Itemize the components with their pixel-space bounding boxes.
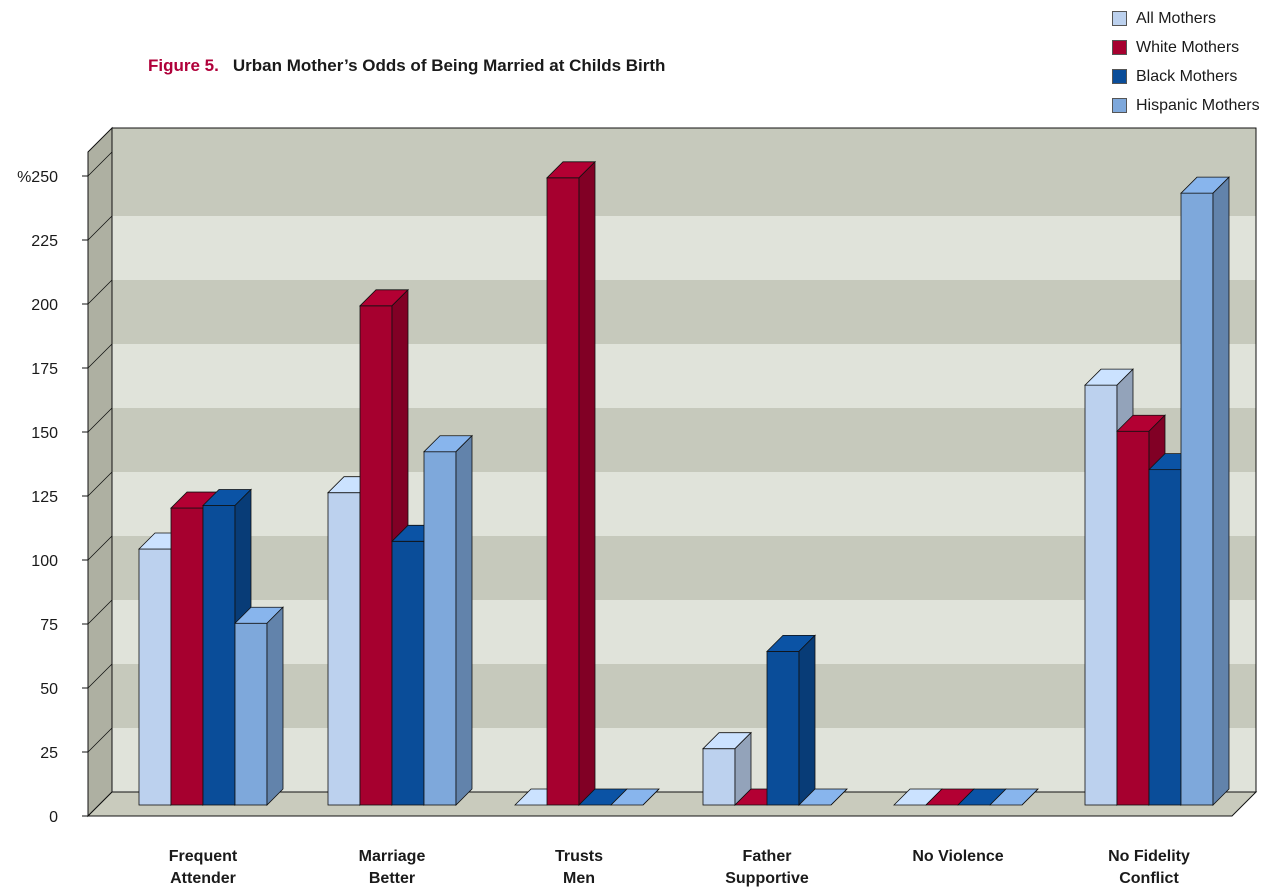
bar-front (234, 622, 268, 806)
y-tick-label: 125 (31, 489, 58, 506)
side-gridline (87, 151, 113, 177)
bar-front (546, 177, 580, 806)
x-category-label: Men (563, 870, 595, 887)
back-wall-top (112, 128, 1256, 152)
bar-side (266, 606, 284, 806)
bar-side (455, 434, 473, 806)
bar-side (642, 788, 660, 806)
bar-side (1212, 176, 1230, 806)
x-category-label: No Fidelity (1108, 848, 1190, 865)
legend: All Mothers White Mothers Black Mothers … (1112, 4, 1260, 120)
back-wall-band (112, 152, 1256, 216)
side-gridline (87, 279, 113, 305)
bar-front (702, 748, 736, 806)
x-category-label: Better (369, 870, 415, 887)
figure-number: Figure 5. (148, 56, 219, 75)
legend-swatch-white-mothers (1112, 40, 1127, 55)
bar-front (391, 540, 425, 806)
side-gridline (87, 663, 113, 689)
bar-front (1148, 469, 1182, 806)
x-category-label: Marriage (359, 848, 426, 865)
bar-front (138, 548, 172, 806)
x-category-label: Frequent (169, 848, 238, 865)
side-gridline (87, 407, 113, 433)
bar-front (327, 492, 361, 806)
back-wall-band (112, 536, 1256, 600)
y-tick-label: %250 (17, 169, 58, 186)
bar-front (423, 451, 457, 806)
legend-label-black-mothers: Black Mothers (1136, 67, 1238, 85)
legend-label-all-mothers: All Mothers (1136, 9, 1217, 27)
bar-front (766, 651, 800, 806)
y-tick-label: 25 (40, 745, 58, 762)
bar-front (359, 305, 393, 806)
back-wall-band (112, 280, 1256, 344)
side-gridline (87, 215, 113, 241)
bar-side (798, 634, 816, 806)
bar-side (578, 160, 596, 806)
back-wall-band (112, 728, 1256, 792)
side-gridline (87, 471, 113, 497)
back-wall-band (112, 472, 1256, 536)
figure-title: Urban Mother’s Odds of Being Married at … (232, 56, 666, 75)
bar-front (1116, 430, 1150, 806)
y-tick-label: 50 (40, 681, 58, 698)
x-category-label: Father (743, 848, 792, 865)
y-tick-label: 150 (31, 425, 58, 442)
back-wall-band (112, 216, 1256, 280)
bar-front (1084, 384, 1118, 806)
legend-swatch-hispanic-mothers (1112, 98, 1127, 113)
x-category-label: No Violence (912, 848, 1003, 865)
x-category-label: Attender (170, 870, 236, 887)
bar-front (1180, 192, 1214, 806)
legend-item-hispanic-mothers: Hispanic Mothers (1112, 91, 1260, 120)
back-wall-band (112, 664, 1256, 728)
side-gridline (87, 535, 113, 561)
back-wall-band (112, 344, 1256, 408)
chart-title: Figure 5. Urban Mother’s Odds of Being Ma… (148, 56, 665, 76)
legend-item-black-mothers: Black Mothers (1112, 62, 1260, 91)
legend-label-white-mothers: White Mothers (1136, 38, 1240, 56)
y-tick-label: 175 (31, 361, 58, 378)
legend-item-all-mothers: All Mothers (1112, 4, 1260, 33)
x-category-label: Conflict (1119, 870, 1179, 887)
side-wall (87, 126, 113, 818)
y-tick-label: 225 (31, 233, 58, 250)
x-category-label: Supportive (725, 870, 809, 887)
back-wall-band (112, 600, 1256, 664)
side-gridline (87, 343, 113, 369)
bar-front (170, 507, 204, 806)
back-wall-band (112, 408, 1256, 472)
bar-front (202, 505, 236, 806)
bar-side (1021, 788, 1039, 806)
y-tick-label: 0 (49, 809, 58, 826)
legend-swatch-black-mothers (1112, 69, 1127, 84)
x-category-label: Trusts (555, 848, 603, 865)
y-tick-label: 100 (31, 553, 58, 570)
legend-item-white-mothers: White Mothers (1112, 33, 1260, 62)
legend-label-hispanic-mothers: Hispanic Mothers (1136, 96, 1260, 114)
y-tick-label: 200 (31, 297, 58, 314)
y-tick-label: 75 (40, 617, 58, 634)
side-gridline (87, 599, 113, 625)
bar-side (830, 788, 848, 806)
legend-swatch-all-mothers (1112, 11, 1127, 26)
side-gridline (87, 727, 113, 753)
